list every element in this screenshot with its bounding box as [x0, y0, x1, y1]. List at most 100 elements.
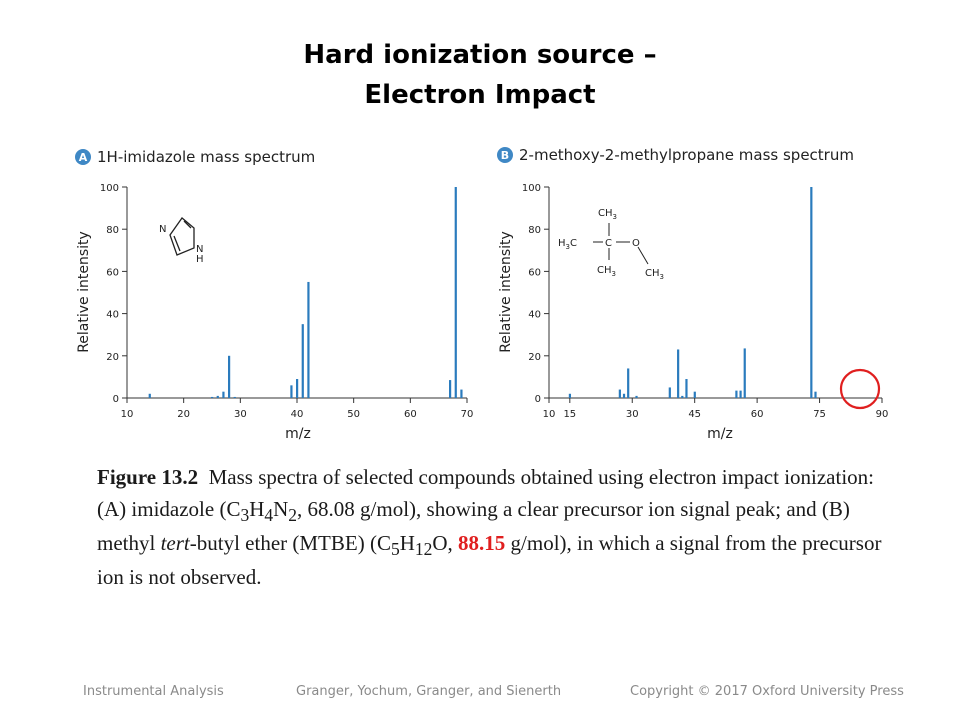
- mtbe-structure: [593, 223, 649, 265]
- chart-a-bar-mz-29: [233, 396, 236, 398]
- chart-b: B 2-methoxy-2-methylpropane mass spectru…: [497, 146, 888, 442]
- chart-a-bars: [148, 187, 463, 398]
- chart-a-xtick-label: 70: [461, 409, 474, 420]
- chart-a-xtick-label: 40: [291, 409, 304, 420]
- chart-a-xtick-label: 10: [121, 409, 134, 420]
- chart-a-bar-mz-68: [454, 187, 457, 398]
- caption-text-6: H: [399, 530, 415, 555]
- badge-b-label: B: [501, 149, 509, 162]
- caption-italic: tert: [160, 530, 190, 555]
- mtbe-left-h3c: H3C: [558, 238, 577, 251]
- chart-a-title: 1H-imidazole mass spectrum: [97, 148, 315, 166]
- chart-b-bar-mz-57: [743, 348, 746, 398]
- chart-a-bar-mz-39: [290, 385, 293, 398]
- chart-b-bar-mz-74: [814, 391, 817, 398]
- caption-text-8: g/mol), in which a signal from the precu…: [97, 530, 882, 590]
- footer-left: Instrumental Analysis: [83, 684, 224, 699]
- chart-a-bar-mz-41: [301, 324, 304, 398]
- slide-title-line2: Electron Impact: [364, 80, 596, 110]
- caption-sub-2: 4: [264, 504, 274, 525]
- chart-b-xtick-label: 75: [813, 409, 826, 420]
- chart-b-bar-mz-28: [622, 393, 626, 398]
- caption-text-3: N: [273, 496, 289, 521]
- chart-b-xtick-label: 90: [876, 409, 889, 420]
- chart-b-xlabel: m/z: [707, 426, 733, 442]
- imidazole-nh-n-label: N: [196, 244, 203, 255]
- chart-b-xtick-label: 10: [543, 409, 556, 420]
- chart-a-bar-mz-26: [216, 395, 219, 398]
- chart-b-bar-mz-43: [685, 379, 688, 398]
- chart-a-xtick-label: 50: [347, 409, 360, 420]
- figure-caption: Figure 13.2 Mass spectra of selected com…: [97, 462, 897, 594]
- chart-a-ytick-label: 60: [106, 267, 119, 278]
- chart-b-xtick-label: 60: [751, 409, 764, 420]
- mtbe-right-ch: CH3: [645, 268, 664, 281]
- chart-b-ytick-label: 40: [528, 310, 541, 321]
- slide-title-line1: Hard ionization source –: [303, 40, 657, 70]
- chart-b-bar-mz-56: [739, 390, 742, 398]
- chart-b-bars: [568, 187, 817, 398]
- chart-a-bar-mz-40: [296, 379, 299, 398]
- chart-a-ytick-label: 0: [113, 394, 119, 405]
- badge-b-circle: [497, 147, 513, 163]
- chart-b-bar-mz-45: [693, 391, 696, 398]
- chart-a-bar-mz-28: [228, 355, 231, 398]
- chart-a-ticks: 0 20 40 60 80 100 10 20 30 40 50 60 70: [100, 183, 473, 420]
- chart-b-ylabel: Relative intensity: [498, 231, 514, 353]
- chart-b-bar-mz-41: [677, 349, 680, 398]
- chart-b-ytick-label: 80: [528, 225, 541, 236]
- chart-a-bar-mz-14: [148, 393, 151, 398]
- mtbe-bottom-ch: CH3: [597, 265, 616, 278]
- chart-a-bar-mz-25: [211, 396, 214, 398]
- chart-b-bar-mz-29: [627, 368, 630, 398]
- chart-a-xtick-label: 30: [234, 409, 247, 420]
- caption-figure-label: Figure 13.2: [97, 465, 199, 489]
- mtbe-oxygen: O: [632, 238, 640, 249]
- chart-a-ytick-label: 20: [106, 352, 119, 363]
- mtbe-top-ch: CH3: [598, 208, 617, 221]
- footer-right: Copyright © 2017 Oxford University Press: [630, 684, 904, 699]
- badge-a-label: A: [79, 151, 88, 164]
- caption-text-5: -butyl ether (MTBE) (C: [189, 530, 391, 555]
- chart-b-ytick-label: 0: [535, 394, 541, 405]
- chart-b-bar-mz-27: [618, 389, 621, 398]
- chart-b-ytick-label: 100: [522, 183, 541, 194]
- chart-a-ytick-label: 100: [100, 183, 119, 194]
- footer-center: Granger, Yochum, Granger, and Sienerth: [296, 684, 562, 699]
- chart-b-ytick-label: 60: [528, 267, 541, 278]
- chart-b-bar-mz-39: [668, 387, 671, 398]
- caption-text-4: , 68.08 g/mol), showing a clear precurso…: [97, 496, 850, 555]
- chart-b-axes: [548, 187, 882, 399]
- missing-precursor-circle: [839, 368, 881, 410]
- caption-text-2: H: [249, 496, 265, 521]
- chart-b-ticks: 0 20 40 60 80 100 10 15 30 45 60 75 90: [522, 183, 888, 420]
- imidazole-structure: [169, 217, 195, 256]
- chart-a-axes: [126, 187, 467, 399]
- caption-sub-3: 2: [288, 504, 298, 525]
- chart-b-xtick-label: 45: [688, 409, 701, 420]
- chart-a-xlabel: m/z: [285, 426, 311, 442]
- chart-b-bar-mz-31: [635, 395, 638, 398]
- chart-b-bar-mz-15: [568, 393, 572, 398]
- imidazole-nh-h-label: H: [196, 254, 204, 265]
- chart-a-bar-mz-67: [449, 380, 452, 398]
- chart-a-xtick-label: 60: [404, 409, 417, 420]
- chart-b-title: 2-methoxy-2-methylpropane mass spectrum: [519, 146, 854, 164]
- caption-sub-1: 3: [240, 504, 250, 525]
- chart-a-bar-mz-42: [307, 281, 310, 398]
- chart-a-ytick-label: 80: [106, 225, 119, 236]
- chart-a-ylabel: Relative intensity: [76, 231, 92, 353]
- caption-sub-5: 5: [390, 539, 400, 560]
- chart-a-bar-mz-27: [222, 391, 225, 398]
- caption-sub-6: 12: [414, 539, 433, 560]
- caption-text-7: O,: [432, 530, 459, 555]
- imidazole-n-label: N: [159, 224, 166, 235]
- chart-b-bar-mz-55: [735, 390, 738, 398]
- chart-b-ytick-label: 20: [528, 352, 541, 363]
- caption-text-1: Mass spectra of selected compounds obtai…: [97, 465, 875, 521]
- chart-a-ytick-label: 40: [106, 310, 119, 321]
- badge-a-circle: [75, 149, 91, 165]
- chart-a: A 1H-imidazole mass spectrum Relative in…: [75, 148, 473, 442]
- chart-b-bar-mz-73: [810, 187, 813, 398]
- caption-highlight-mass: 88.15: [458, 530, 506, 555]
